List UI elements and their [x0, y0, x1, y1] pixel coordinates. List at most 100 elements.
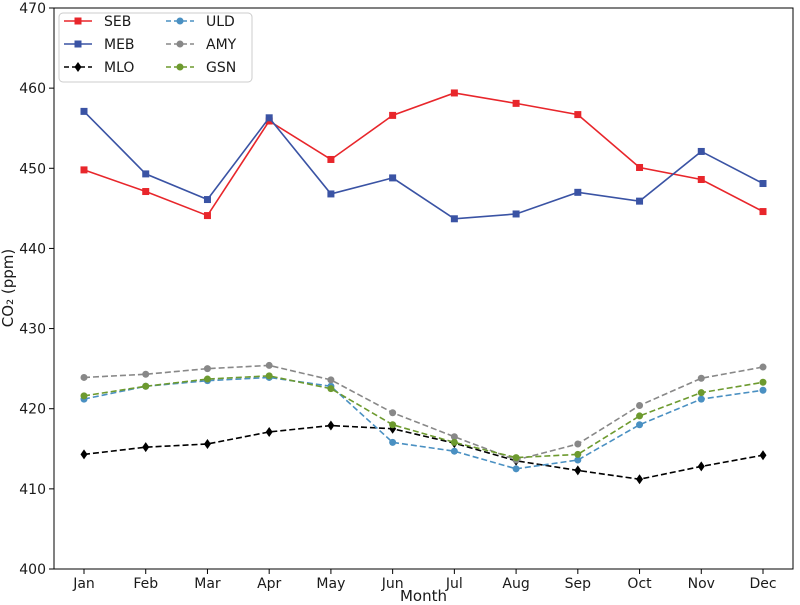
data-point-gsn: [203, 375, 211, 383]
data-point-seb: [636, 163, 644, 171]
data-point-gsn: [450, 438, 458, 446]
data-point-gsn: [759, 378, 767, 386]
data-point-seb: [389, 111, 397, 119]
legend-label-gsn: GSN: [206, 60, 236, 76]
plot-frame: [53, 7, 794, 570]
data-point-meb: [389, 174, 397, 182]
data-point-gsn: [327, 385, 335, 393]
data-point-seb: [203, 212, 211, 220]
x-tick-label: Apr: [257, 576, 281, 592]
series-seb: [80, 89, 767, 220]
y-tick-label: 450: [19, 161, 46, 177]
x-tick-label: Nov: [688, 576, 715, 592]
legend-marker-meb: [74, 40, 82, 48]
y-tick-label: 440: [19, 241, 46, 257]
legend-marker-amy: [176, 40, 184, 48]
series-amy: [80, 361, 767, 464]
data-point-mlo: [80, 449, 88, 460]
y-tick-label: 400: [19, 562, 46, 578]
x-tick-label: May: [316, 576, 345, 592]
data-point-gsn: [512, 454, 520, 462]
data-point-amy: [80, 373, 88, 381]
y-axis: 400 410 420 430 440 450 460 470: [19, 1, 54, 578]
y-tick-label: 470: [19, 1, 46, 17]
legend-label-amy: AMY: [206, 37, 237, 53]
legend-label-seb: SEB: [104, 14, 131, 30]
series-line-seb: [83, 92, 764, 217]
data-point-mlo: [142, 442, 150, 453]
x-axis-label: Month: [400, 587, 447, 605]
data-point-meb: [265, 114, 273, 122]
data-point-meb: [80, 107, 88, 115]
legend-item-mlo: MLO: [64, 60, 134, 76]
data-point-uld: [389, 438, 397, 446]
legend-item-seb: SEB: [64, 14, 131, 30]
data-point-seb: [450, 89, 458, 97]
data-point-meb: [327, 190, 335, 198]
series-line-mlo: [83, 424, 764, 481]
series-line-gsn: [83, 375, 764, 459]
x-tick-label: Dec: [749, 576, 776, 592]
legend-item-gsn: GSN: [166, 60, 236, 76]
y-tick-label: 420: [19, 402, 46, 418]
data-point-meb: [697, 147, 705, 155]
data-point-seb: [142, 188, 150, 196]
x-tick-label: Jul: [445, 576, 463, 592]
data-point-meb: [142, 170, 150, 178]
data-point-gsn: [142, 382, 150, 390]
y-tick-label: 460: [19, 81, 46, 97]
legend: SEB MEB MLO ULD AMY GSN: [58, 12, 253, 83]
x-tick-label: Sep: [565, 576, 592, 592]
data-point-uld: [636, 421, 644, 429]
data-point-amy: [636, 402, 644, 410]
series-line-uld: [83, 376, 764, 470]
data-point-mlo: [327, 420, 335, 431]
data-point-gsn: [265, 372, 273, 380]
data-point-uld: [759, 386, 767, 394]
data-point-meb: [512, 210, 520, 218]
legend-item-uld: ULD: [166, 14, 235, 30]
x-tick-label: Feb: [133, 576, 158, 592]
data-point-meb: [450, 215, 458, 223]
data-point-meb: [636, 197, 644, 205]
data-point-mlo: [759, 450, 767, 461]
y-axis-label: CO₂ (ppm): [0, 249, 17, 327]
data-point-amy: [142, 370, 150, 378]
x-tick-label: Jan: [72, 576, 95, 592]
data-point-gsn: [80, 392, 88, 400]
data-point-mlo: [697, 461, 705, 472]
series-line-meb: [83, 110, 764, 220]
legend-label-meb: MEB: [104, 37, 135, 53]
series-gsn: [80, 372, 767, 462]
legend-marker-uld: [176, 17, 184, 25]
data-point-uld: [697, 395, 705, 403]
data-point-gsn: [574, 450, 582, 458]
data-point-mlo: [203, 438, 211, 449]
legend-box: [58, 12, 253, 83]
data-point-uld: [450, 447, 458, 455]
x-tick-label: Jun: [381, 576, 404, 592]
legend-marker-gsn: [176, 63, 184, 71]
data-point-seb: [697, 176, 705, 184]
series-layer: [80, 89, 767, 485]
legend-marker-mlo: [74, 62, 82, 72]
data-point-gsn: [636, 412, 644, 420]
x-axis: Jan Feb Mar Apr May Jun Jul Aug Sep Oct Nov Dec: [72, 569, 777, 592]
data-point-amy: [574, 440, 582, 448]
data-point-uld: [512, 465, 520, 473]
data-point-seb: [80, 166, 88, 174]
data-point-amy: [327, 376, 335, 384]
legend-label-mlo: MLO: [104, 60, 134, 76]
series-meb: [80, 107, 767, 223]
data-point-amy: [203, 365, 211, 373]
data-point-seb: [574, 111, 582, 119]
data-point-amy: [697, 374, 705, 382]
data-point-meb: [759, 180, 767, 188]
legend-item-meb: MEB: [64, 37, 135, 53]
data-point-meb: [574, 188, 582, 196]
data-point-gsn: [697, 389, 705, 397]
y-tick-label: 430: [19, 322, 46, 338]
data-point-amy: [389, 409, 397, 417]
x-tick-label: Aug: [502, 576, 529, 592]
